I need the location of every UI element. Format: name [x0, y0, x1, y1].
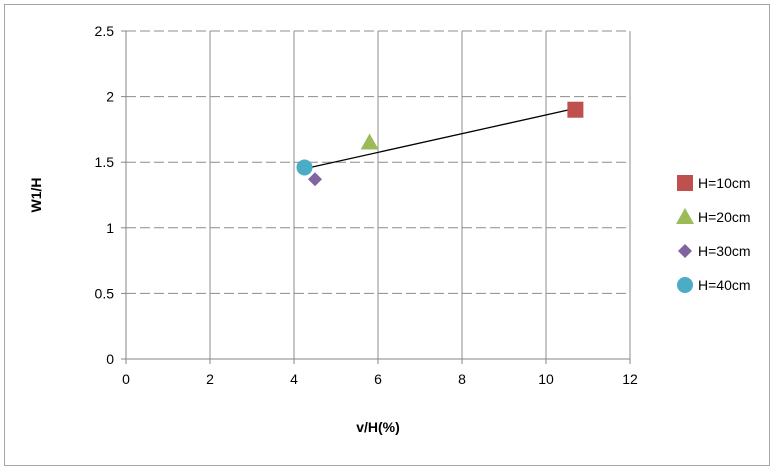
legend-label: H=10cm: [698, 175, 751, 191]
legend-item: H=10cm: [677, 175, 751, 191]
x-tick-label: 0: [122, 371, 130, 387]
y-axis-title: W1/H: [28, 178, 44, 213]
y-tick-label: 2.5: [95, 23, 115, 39]
data-point-circle: [296, 159, 313, 176]
x-tick-label: 2: [206, 371, 214, 387]
axes: [121, 30, 631, 364]
legend-label: H=40cm: [698, 277, 751, 293]
x-tick-label: 4: [290, 371, 298, 387]
gridlines: [126, 30, 631, 359]
legend-marker-square: [677, 175, 693, 191]
y-tick-label: 0: [106, 351, 114, 367]
x-tick-label: 12: [622, 371, 638, 387]
trendline-group: [304, 107, 576, 170]
legend-marker-triangle: [676, 208, 694, 224]
legend-item: H=20cm: [676, 208, 751, 225]
data-points: [296, 101, 584, 187]
x-tick-label: 6: [374, 371, 382, 387]
x-tick-label: 8: [458, 371, 466, 387]
legend-item: H=30cm: [678, 243, 751, 259]
chart-frame: 0 2 4 6 8 10 12 0 0.5 1 1.5 2 2.5 v/H(%) W1/H H=10c…: [4, 4, 770, 466]
legend-marker-diamond: [678, 244, 692, 258]
y-tick-label: 2: [106, 89, 114, 105]
y-tick-label: 1.5: [95, 154, 115, 170]
y-tick-label: 1: [106, 220, 114, 236]
legend-label: H=30cm: [698, 243, 751, 259]
data-point-diamond: [308, 172, 322, 187]
legend-label: H=20cm: [698, 209, 751, 225]
x-tick-label: 10: [538, 371, 554, 387]
legend-item: H=40cm: [677, 277, 751, 293]
scatter-chart: 0 2 4 6 8 10 12 0 0.5 1 1.5 2 2.5 v/H(%) W1/H H=10c…: [28, 23, 751, 435]
y-tick-label: 0.5: [95, 285, 115, 301]
x-tick-labels: 0 2 4 6 8 10 12: [122, 371, 638, 387]
legend-marker-circle: [677, 277, 693, 293]
x-axis-title: v/H(%): [356, 419, 400, 435]
legend: H=10cm H=20cm H=30cm H=40cm: [676, 175, 751, 293]
data-point-square: [567, 101, 584, 118]
trendline: [304, 107, 576, 170]
y-tick-labels: 0 0.5 1 1.5 2 2.5: [95, 23, 115, 367]
data-point-triangle: [360, 133, 379, 150]
